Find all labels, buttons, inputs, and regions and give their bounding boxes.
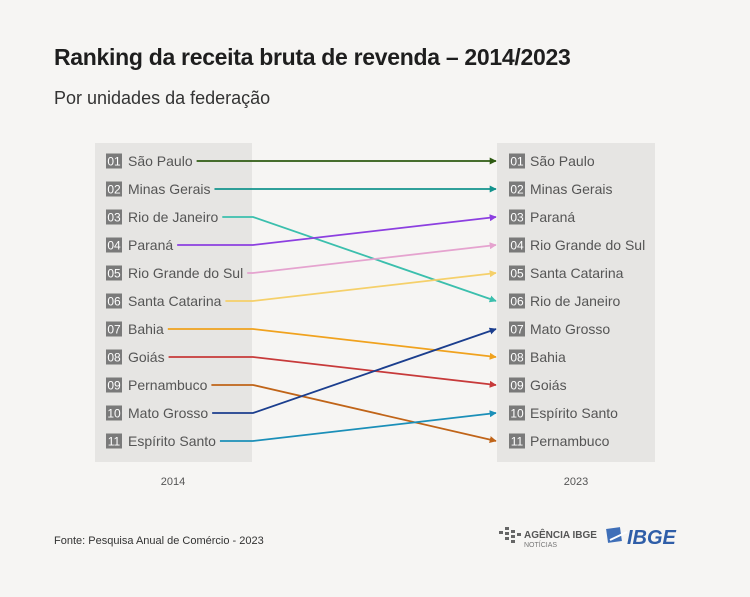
right-rank-number: 08 bbox=[510, 351, 524, 365]
right-rank-badge bbox=[509, 209, 525, 225]
left-rank-number: 09 bbox=[107, 379, 121, 393]
series-line bbox=[222, 216, 497, 303]
left-rank-number: 08 bbox=[107, 351, 121, 365]
right-rank-badge bbox=[509, 433, 525, 449]
left-rank-badge bbox=[106, 349, 122, 365]
right-rank-badge bbox=[509, 153, 525, 169]
right-rank-number: 10 bbox=[510, 407, 524, 421]
series-line bbox=[168, 356, 497, 388]
left-state-label: São Paulo bbox=[128, 153, 193, 169]
left-rank-badge bbox=[106, 405, 122, 421]
left-state-label: Rio Grande do Sul bbox=[128, 265, 243, 281]
right-rank-badge bbox=[509, 181, 525, 197]
left-rank-badge bbox=[106, 433, 122, 449]
series-line bbox=[167, 328, 497, 360]
right-state-label: Bahia bbox=[530, 349, 566, 365]
left-rank-badge bbox=[106, 321, 122, 337]
left-rank-number: 03 bbox=[107, 211, 121, 225]
chart-subtitle: Por unidades da federação bbox=[54, 88, 271, 108]
ibge-wordmark: IBGE bbox=[627, 527, 677, 549]
right-state-label: Pernambuco bbox=[530, 433, 610, 449]
right-rank-badge bbox=[509, 377, 525, 393]
right-state-label: São Paulo bbox=[530, 153, 595, 169]
left-rank-number: 11 bbox=[108, 435, 121, 449]
right-rank-badge bbox=[509, 237, 525, 253]
left-state-label: Goiás bbox=[128, 349, 165, 365]
left-rank-badge bbox=[106, 265, 122, 281]
agencia-line2: NOTÍCIAS bbox=[524, 540, 557, 549]
left-rank-badge bbox=[106, 209, 122, 225]
right-rank-badge bbox=[509, 405, 525, 421]
left-rank-number: 01 bbox=[107, 155, 121, 169]
right-rank-badge bbox=[509, 349, 525, 365]
left-rank-number: 10 bbox=[107, 407, 121, 421]
left-state-label: Espírito Santo bbox=[128, 433, 216, 449]
right-state-label: Rio Grande do Sul bbox=[530, 237, 645, 253]
right-rank-badge bbox=[509, 293, 525, 309]
right-state-label: Rio de Janeiro bbox=[530, 293, 620, 309]
series-line bbox=[212, 327, 497, 414]
series-line bbox=[177, 214, 497, 246]
right-rank-number: 04 bbox=[510, 239, 524, 253]
column-label-2023: 2023 bbox=[564, 476, 588, 488]
series-line bbox=[219, 410, 497, 442]
left-rank-badge bbox=[106, 377, 122, 393]
left-state-label: Santa Catarina bbox=[128, 293, 222, 309]
right-rank-badge bbox=[509, 265, 525, 281]
left-state-label: Rio de Janeiro bbox=[128, 209, 218, 225]
right-state-label: Santa Catarina bbox=[530, 265, 624, 281]
left-state-label: Pernambuco bbox=[128, 377, 208, 393]
logos: AGÊNCIA IBGE NOTÍCIAS IBGE bbox=[499, 527, 677, 549]
left-rank-badge bbox=[106, 181, 122, 197]
right-state-label: Goiás bbox=[530, 377, 567, 393]
agencia-line1: AGÊNCIA IBGE bbox=[524, 528, 597, 541]
left-state-label: Mato Grosso bbox=[128, 405, 208, 421]
right-rank-badge bbox=[509, 321, 525, 337]
right-rank-number: 09 bbox=[510, 379, 524, 393]
right-state-label: Paraná bbox=[530, 209, 575, 225]
left-rank-number: 07 bbox=[107, 323, 121, 337]
left-state-label: Paraná bbox=[128, 237, 173, 253]
left-state-label: Minas Gerais bbox=[128, 181, 210, 197]
right-rank-number: 07 bbox=[510, 323, 524, 337]
chart-title: Ranking da receita bruta de revenda – 20… bbox=[54, 44, 571, 70]
left-rank-badge bbox=[106, 237, 122, 253]
column-label-2014: 2014 bbox=[161, 476, 185, 488]
right-rank-number: 02 bbox=[510, 183, 524, 197]
right-rank-number: 01 bbox=[510, 155, 524, 169]
right-state-label: Minas Gerais bbox=[530, 181, 612, 197]
right-rank-number: 11 bbox=[511, 435, 524, 449]
right-rank-number: 06 bbox=[510, 295, 524, 309]
ibge-logo: IBGE bbox=[606, 527, 677, 549]
source-note: Fonte: Pesquisa Anual de Comércio - 2023 bbox=[54, 535, 264, 547]
right-state-label: Mato Grosso bbox=[530, 321, 610, 337]
left-rank-number: 06 bbox=[107, 295, 121, 309]
right-rank-number: 05 bbox=[510, 267, 524, 281]
left-rank-number: 05 bbox=[107, 267, 121, 281]
left-rank-badge bbox=[106, 153, 122, 169]
left-rank-number: 04 bbox=[107, 239, 121, 253]
series-line bbox=[247, 242, 497, 274]
left-rank-number: 02 bbox=[107, 183, 121, 197]
right-rank-number: 03 bbox=[510, 211, 524, 225]
left-rank-badge bbox=[106, 293, 122, 309]
series-line bbox=[225, 270, 497, 302]
right-state-label: Espírito Santo bbox=[530, 405, 618, 421]
left-state-label: Bahia bbox=[128, 321, 164, 337]
agencia-ibge-logo: AGÊNCIA IBGE NOTÍCIAS bbox=[499, 527, 597, 549]
